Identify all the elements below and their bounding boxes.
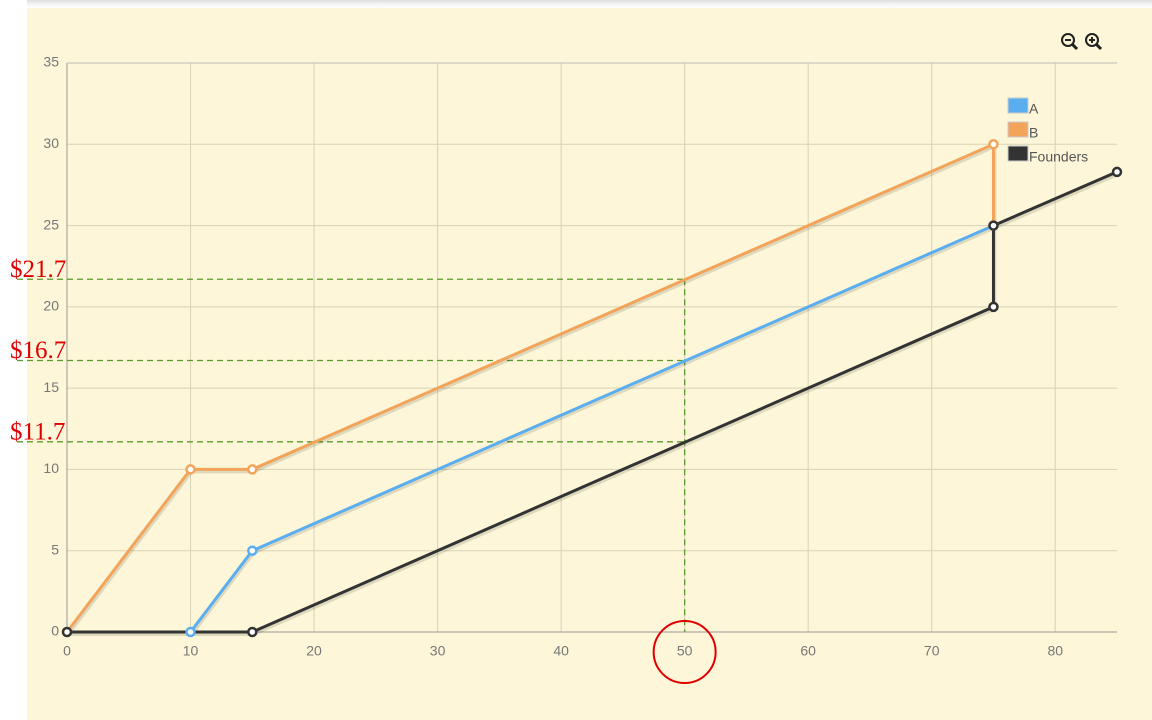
chart-panel — [27, 8, 1152, 720]
legend-label: Founders — [1029, 149, 1088, 165]
y-tick-label: 15 — [43, 379, 59, 395]
point — [247, 545, 258, 556]
x-tick-label: 60 — [800, 643, 816, 659]
y-tick-label: 30 — [43, 135, 59, 151]
x-tick-label: 0 — [63, 643, 71, 659]
x-tick-label: 40 — [553, 643, 569, 659]
zoom-in[interactable] — [1085, 33, 1103, 51]
y-tick-label: 10 — [43, 460, 59, 476]
panel-shadow — [27, 0, 1152, 10]
x-tick-label: 50 — [677, 643, 693, 659]
x-tick-label: 10 — [183, 643, 199, 659]
legend-label: B — [1029, 125, 1038, 141]
point — [185, 464, 196, 475]
annotation-label: $21.7 — [10, 256, 66, 283]
y-tick-label: 5 — [51, 541, 59, 557]
point — [247, 626, 258, 638]
point — [988, 139, 999, 150]
annotation-label: $16.7 — [10, 337, 66, 364]
x-tick-label: 30 — [430, 643, 446, 659]
y-tick-label: 0 — [51, 623, 59, 639]
x-tick-label: 80 — [1047, 643, 1063, 659]
x-tick-label: 20 — [306, 643, 322, 659]
point — [247, 464, 258, 475]
point — [988, 301, 999, 313]
annotation-label: $11.7 — [10, 419, 65, 446]
legend-label: A — [1029, 101, 1039, 117]
point — [185, 626, 196, 638]
x-tick-label: 70 — [924, 643, 940, 659]
zoom-out[interactable] — [1061, 33, 1079, 51]
legend-swatch — [1007, 97, 1029, 114]
point — [1111, 166, 1123, 178]
legend-swatch — [1007, 121, 1029, 138]
y-tick-label: 35 — [43, 54, 59, 70]
y-tick-label: 25 — [43, 216, 59, 232]
point — [61, 626, 73, 638]
point — [988, 220, 999, 231]
y-tick-label: 20 — [43, 298, 59, 314]
legend-swatch — [1007, 145, 1029, 162]
highlight-circle — [652, 620, 717, 684]
